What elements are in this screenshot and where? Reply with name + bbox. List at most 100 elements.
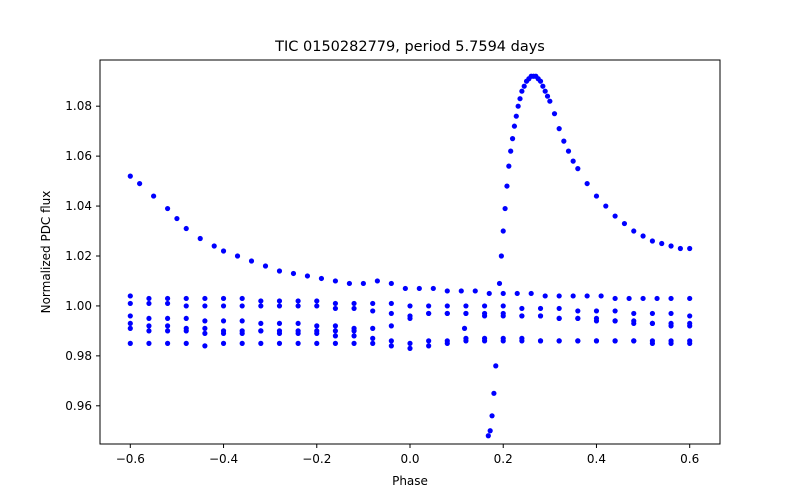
x-axis: −0.6 −0.4 −0.2 0.0 0.2 0.4 0.6 — [116, 444, 699, 466]
data-point — [509, 136, 516, 142]
data-point — [687, 245, 693, 252]
data-point — [515, 103, 521, 109]
data-point — [463, 310, 469, 317]
y-tick-label: 1.04 — [65, 199, 92, 213]
data-point — [276, 303, 283, 309]
data-point — [370, 308, 376, 314]
data-point — [481, 338, 488, 344]
data-point — [517, 96, 523, 102]
data-point — [295, 298, 301, 304]
y-tick-label: 1.02 — [65, 249, 92, 263]
data-point — [164, 328, 171, 334]
data-point — [556, 315, 562, 322]
series-5 — [127, 325, 357, 336]
data-point — [346, 280, 352, 287]
data-point — [498, 253, 504, 259]
data-point — [388, 338, 394, 344]
data-point — [491, 390, 497, 396]
data-point — [407, 303, 413, 309]
data-point — [183, 315, 189, 322]
data-point — [426, 303, 432, 309]
data-point — [426, 310, 432, 317]
data-point — [463, 338, 469, 344]
data-point — [220, 340, 227, 346]
data-point — [537, 78, 544, 84]
data-point — [687, 340, 693, 346]
series-6 — [127, 338, 693, 351]
data-point — [174, 215, 180, 222]
data-point — [598, 293, 604, 299]
data-point — [593, 318, 600, 324]
x-tick-label: 0.2 — [494, 452, 513, 466]
data-point — [508, 148, 514, 154]
data-point — [575, 315, 581, 322]
data-point — [668, 295, 674, 302]
data-point — [556, 126, 562, 132]
data-point — [258, 298, 264, 304]
data-point — [276, 320, 283, 327]
data-point — [444, 310, 450, 317]
data-point — [146, 295, 152, 302]
data-point — [351, 300, 357, 307]
data-point — [444, 288, 450, 294]
data-point — [202, 295, 208, 302]
data-point — [521, 83, 527, 89]
data-point — [314, 328, 320, 334]
data-point — [612, 213, 618, 219]
data-point — [318, 275, 325, 282]
data-point — [332, 333, 339, 339]
data-point — [416, 285, 422, 292]
data-point — [489, 413, 495, 419]
data-point — [612, 338, 618, 344]
data-point — [295, 320, 301, 327]
data-point — [500, 228, 506, 234]
data-point — [463, 303, 469, 309]
data-point — [370, 325, 376, 331]
data-point — [570, 293, 576, 299]
data-point — [519, 313, 525, 319]
data-point — [547, 98, 553, 104]
data-point — [239, 318, 245, 324]
y-tick-label: 1.08 — [65, 99, 92, 113]
data-point — [360, 280, 366, 287]
data-point — [374, 278, 380, 284]
series-7 — [461, 73, 693, 439]
y-tick-label: 1.06 — [65, 149, 92, 163]
data-point — [146, 340, 152, 346]
data-point — [631, 320, 637, 327]
data-point — [183, 328, 189, 334]
data-point — [276, 268, 283, 274]
data-point — [220, 248, 227, 254]
data-point — [164, 295, 171, 302]
data-point — [631, 228, 637, 234]
data-point — [514, 290, 520, 297]
data-point — [202, 303, 208, 309]
data-point — [127, 300, 133, 307]
data-point — [314, 298, 320, 304]
data-point — [561, 138, 567, 144]
data-point — [537, 313, 544, 319]
data-point — [183, 295, 189, 302]
data-point — [481, 310, 488, 317]
data-point — [631, 310, 637, 317]
data-point — [504, 183, 510, 189]
data-point — [127, 173, 133, 179]
data-point — [164, 315, 171, 322]
data-point — [668, 323, 674, 329]
x-axis-label: Phase — [392, 474, 428, 488]
data-point — [640, 233, 646, 239]
data-point — [332, 300, 339, 307]
data-point — [146, 315, 152, 322]
data-point — [493, 363, 499, 369]
data-point — [127, 293, 133, 299]
data-point — [151, 193, 157, 199]
data-point — [332, 323, 339, 329]
data-point — [649, 320, 656, 327]
data-point — [496, 280, 503, 287]
data-point — [426, 338, 432, 344]
data-point — [304, 273, 311, 279]
data-point — [276, 340, 283, 346]
data-point — [542, 293, 548, 299]
data-point — [519, 88, 525, 94]
